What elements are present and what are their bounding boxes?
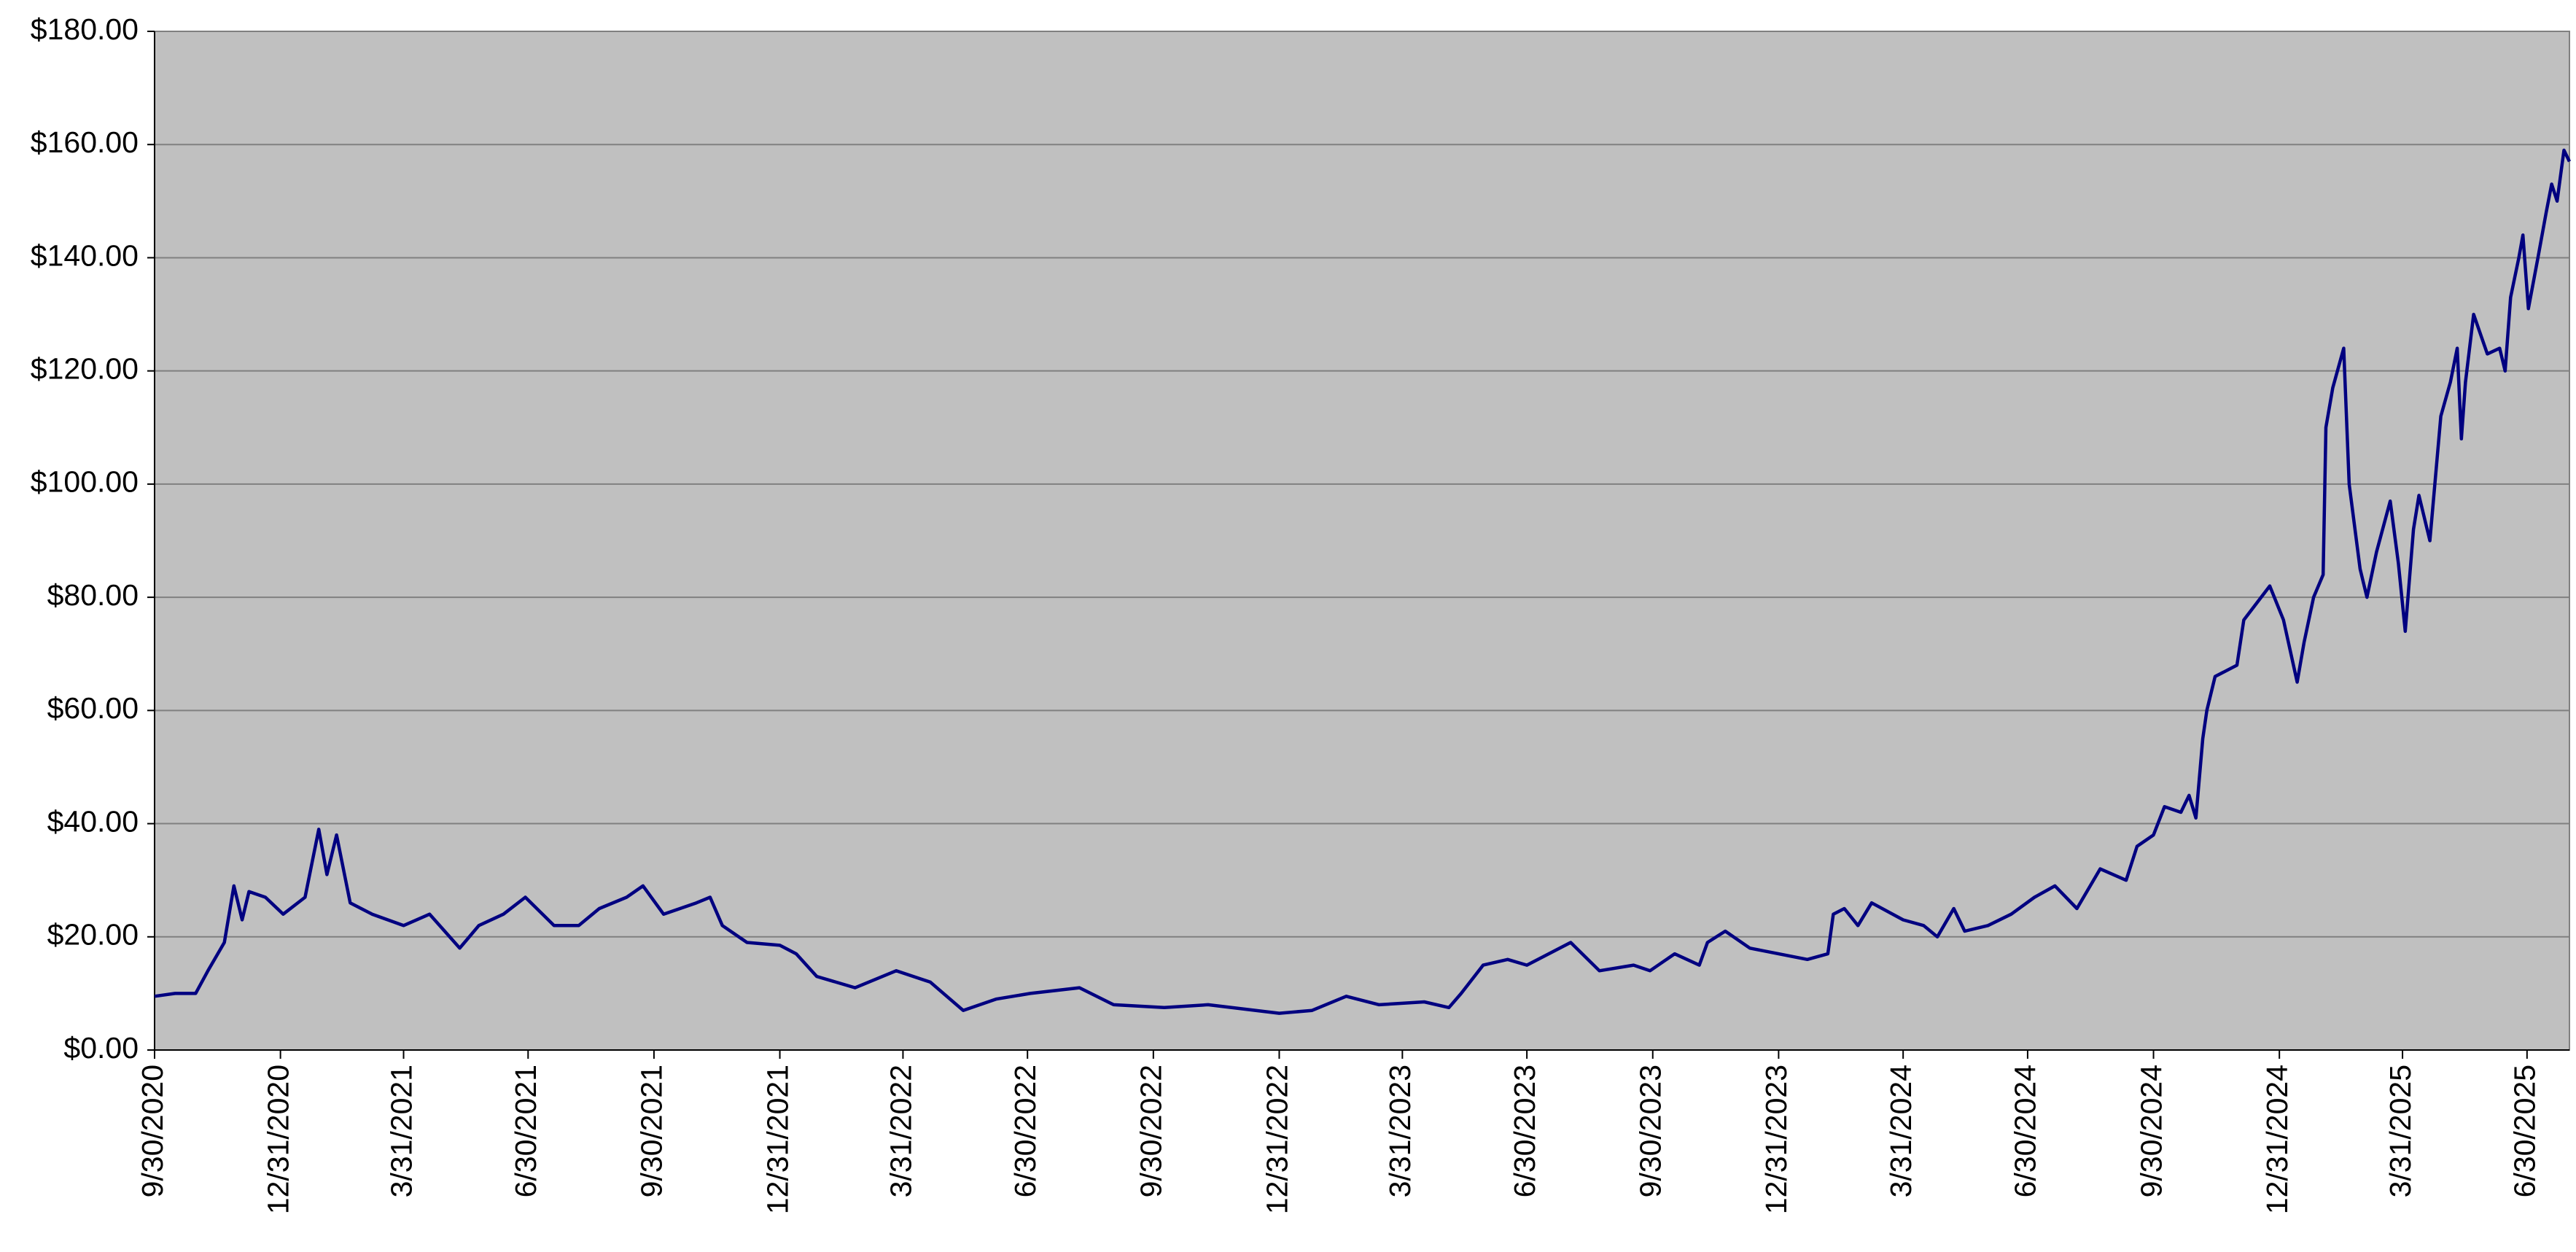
- y-tick-label: $100.00: [31, 465, 139, 499]
- x-tick-label: 3/31/2024: [1884, 1065, 1918, 1197]
- x-tick-label: 3/31/2023: [1383, 1065, 1417, 1197]
- y-tick-label: $0.00: [63, 1031, 139, 1065]
- y-tick-label: $80.00: [47, 578, 139, 612]
- x-tick-label: 6/30/2023: [1508, 1065, 1541, 1197]
- x-tick-label: 12/31/2023: [1759, 1065, 1793, 1214]
- x-tick-label: 6/30/2021: [509, 1065, 542, 1197]
- x-tick-label: 9/30/2024: [2134, 1065, 2168, 1197]
- x-tick-label: 3/31/2022: [884, 1065, 917, 1197]
- y-tick-label: $180.00: [31, 12, 139, 46]
- y-tick-label: $160.00: [31, 125, 139, 159]
- price-line: [154, 148, 2572, 1015]
- x-tick-label: 12/31/2020: [261, 1065, 295, 1214]
- plot-area: [154, 31, 2570, 1051]
- x-tick-label: 9/30/2020: [136, 1065, 169, 1197]
- x-tick-label: 9/30/2023: [1634, 1065, 1668, 1197]
- x-tick-label: 3/31/2021: [384, 1065, 418, 1197]
- y-tick-label: $20.00: [47, 918, 139, 952]
- x-tick-label: 12/31/2024: [2260, 1065, 2294, 1214]
- x-tick-label: 9/30/2022: [1135, 1065, 1168, 1197]
- x-tick-label: 3/31/2025: [2384, 1065, 2417, 1197]
- x-tick-label: 6/30/2024: [2009, 1065, 2042, 1197]
- y-tick-label: $40.00: [47, 804, 139, 838]
- y-tick-label: $120.00: [31, 351, 139, 385]
- x-tick-label: 12/31/2022: [1260, 1065, 1293, 1214]
- x-tick-label: 9/30/2021: [635, 1065, 669, 1197]
- x-tick-label: 6/30/2022: [1008, 1065, 1042, 1197]
- y-tick-label: $60.00: [47, 691, 139, 725]
- x-tick-label: 6/30/2025: [2508, 1065, 2542, 1197]
- x-tick-label: 12/31/2021: [760, 1065, 794, 1214]
- y-tick-label: $140.00: [31, 238, 139, 272]
